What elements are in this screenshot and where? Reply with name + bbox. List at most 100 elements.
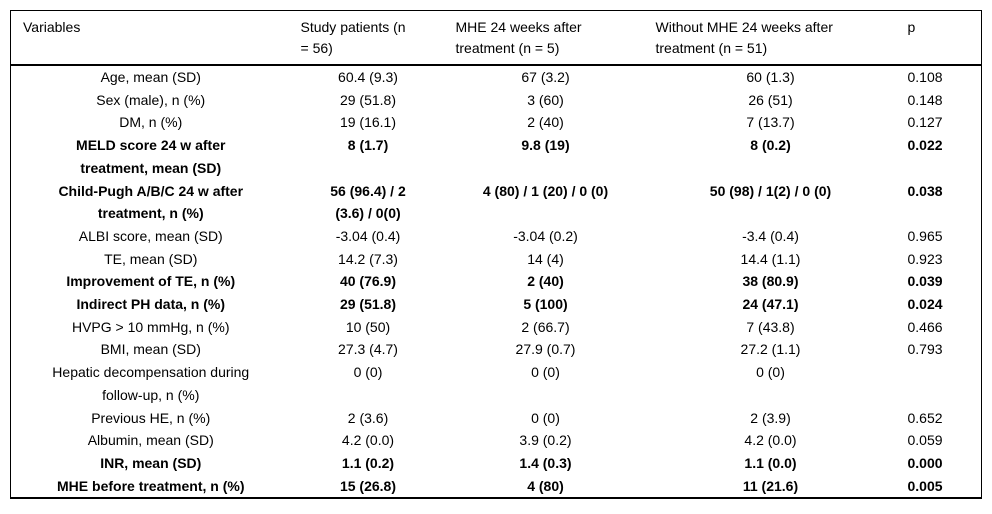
- cell-without-mhe: 50 (98) / 1(2) / 0 (0): [709, 182, 832, 199]
- cell-mhe: 2 (66.7): [521, 318, 570, 335]
- cell-without-mhe: 8 (0.2): [750, 137, 791, 154]
- cell-variable: Hepatic decompensation during follow-up,…: [52, 364, 250, 403]
- cell-mhe: 27.9 (0.7): [515, 341, 576, 358]
- table-row-albumin: Albumin, mean (SD) 4.2 (0.0) 3.9 (0.2) 4…: [11, 429, 982, 452]
- cell-p-value: 0.059: [907, 432, 943, 449]
- table-row-meld-score: MELD score 24 w after treatment, mean (S…: [11, 134, 982, 179]
- table-row-dm: DM, n (%) 19 (16.1) 2 (40) 7 (13.7) 0.12…: [11, 111, 982, 134]
- table-row-child-pugh: Child-Pugh A/B/C 24 w after treatment, n…: [11, 180, 982, 225]
- cell-p-value: 0.923: [907, 250, 943, 267]
- cell-variable: MELD score 24 w after treatment, mean (S…: [76, 137, 226, 176]
- cell-p-value: 0.466: [907, 318, 943, 335]
- cell-study-patients: 0 (0): [353, 364, 383, 381]
- cell-without-mhe: -3.4 (0.4): [742, 227, 799, 244]
- cell-study-patients: 1.1 (0.2): [341, 454, 395, 471]
- cell-variable: MHE before treatment, n (%): [57, 477, 245, 494]
- cell-p-value: 0.652: [907, 409, 943, 426]
- cell-study-patients: 60.4 (9.3): [338, 69, 398, 85]
- cell-p-value: 0.038: [907, 182, 943, 199]
- cell-mhe: 14 (4): [527, 250, 564, 267]
- table-row-bmi: BMI, mean (SD) 27.3 (4.7) 27.9 (0.7) 27.…: [11, 338, 982, 361]
- column-header-mhe-24w: MHE 24 weeks after treatment (n = 5): [445, 10, 646, 66]
- table-row-albi-score: ALBI score, mean (SD) -3.04 (0.4) -3.04 …: [11, 225, 982, 248]
- cell-mhe: 4 (80) / 1 (20) / 0 (0): [482, 182, 609, 199]
- cell-mhe: 4 (80): [527, 477, 564, 494]
- table-row-hepatic-decompensation: Hepatic decompensation during follow-up,…: [11, 361, 982, 406]
- cell-variable: Child-Pugh A/B/C 24 w after treatment, n…: [58, 182, 244, 222]
- cell-p-value: 0.148: [907, 91, 943, 108]
- cell-without-mhe: 60 (1.3): [746, 69, 795, 85]
- cell-variable: ALBI score, mean (SD): [78, 227, 223, 244]
- table-row-indirect-ph: Indirect PH data, n (%) 29 (51.8) 5 (100…: [11, 293, 982, 316]
- table-row-sex: Sex (male), n (%) 29 (51.8) 3 (60) 26 (5…: [11, 89, 982, 112]
- cell-variable: Albumin, mean (SD): [87, 432, 214, 449]
- cell-variable: Previous HE, n (%): [91, 409, 211, 426]
- table-row-inr: INR, mean (SD) 1.1 (0.2) 1.4 (0.3) 1.1 (…: [11, 452, 982, 475]
- cell-without-mhe: 2 (3.9): [750, 409, 791, 426]
- cell-without-mhe: 7 (43.8): [746, 318, 795, 335]
- cell-p-value: 0.965: [907, 227, 943, 244]
- cell-p-value: 0.005: [907, 477, 943, 494]
- cell-without-mhe: 14.4 (1.1): [740, 250, 801, 267]
- cell-variable: INR, mean (SD): [100, 454, 202, 471]
- cell-mhe: 2 (40): [527, 114, 564, 131]
- cell-without-mhe: 24 (47.1): [742, 296, 799, 313]
- cell-mhe: 1.4 (0.3): [519, 454, 572, 471]
- cell-p-value: 0.039: [907, 273, 943, 290]
- cell-mhe: 0 (0): [531, 364, 560, 381]
- table-row-previous-he: Previous HE, n (%) 2 (3.6) 0 (0) 2 (3.9)…: [11, 407, 982, 430]
- cell-study-patients: 27.3 (4.7): [338, 341, 398, 358]
- cell-study-patients: 29 (51.8): [339, 296, 397, 313]
- cell-study-patients: 56 (96.4) / 2 (3.6) / 0(0): [330, 182, 406, 222]
- cell-study-patients: 19 (16.1): [339, 114, 397, 131]
- table-row-hvpg: HVPG > 10 mmHg, n (%) 10 (50) 2 (66.7) 7…: [11, 316, 982, 339]
- header-row: Variables Study patients (n = 56) MHE 24…: [10, 10, 982, 66]
- cell-variable: Age, mean (SD): [100, 69, 201, 85]
- cell-study-patients: 8 (1.7): [347, 137, 389, 154]
- cell-study-patients: 15 (26.8): [339, 477, 397, 494]
- cell-variable: Sex (male), n (%): [96, 91, 206, 108]
- cell-p-value: 0.793: [907, 341, 943, 358]
- cell-study-patients: 10 (50): [345, 318, 391, 335]
- cell-without-mhe: 4.2 (0.0): [744, 432, 797, 449]
- column-header-study-patients: Study patients (n = 56): [290, 10, 446, 66]
- cell-without-mhe: 26 (51): [748, 91, 793, 108]
- cell-p-value: [896, 361, 982, 406]
- cell-without-mhe: 0 (0): [756, 364, 785, 381]
- cell-variable: BMI, mean (SD): [100, 341, 201, 358]
- table-row-age: Age, mean (SD) 60.4 (9.3) 67 (3.2) 60 (1…: [11, 65, 982, 89]
- cell-p-value: 0.000: [907, 454, 943, 471]
- cell-without-mhe: 38 (80.9): [742, 273, 799, 290]
- column-header-p: p: [895, 10, 982, 66]
- cell-mhe: 0 (0): [531, 409, 560, 426]
- cell-variable: HVPG > 10 mmHg, n (%): [71, 318, 230, 335]
- cell-mhe: 3.9 (0.2): [519, 432, 572, 449]
- cell-mhe: 9.8 (19): [521, 137, 570, 154]
- cell-without-mhe: 27.2 (1.1): [740, 341, 801, 358]
- patient-characteristics-table: Variables Study patients (n = 56) MHE 24…: [10, 10, 982, 500]
- cell-study-patients: 2 (3.6): [347, 409, 389, 426]
- column-header-without-mhe-24w: Without MHE 24 weeks after treatment (n …: [645, 10, 896, 66]
- cell-mhe: -3.04 (0.2): [513, 227, 578, 244]
- table-row-mhe-before-treatment: MHE before treatment, n (%) 15 (26.8) 4 …: [11, 475, 982, 499]
- cell-mhe: 5 (100): [523, 296, 568, 313]
- cell-p-value: 0.022: [907, 137, 943, 154]
- cell-study-patients: 29 (51.8): [339, 91, 397, 108]
- cell-study-patients: 40 (76.9): [339, 273, 397, 290]
- cell-without-mhe: 7 (13.7): [746, 114, 795, 131]
- cell-variable: DM, n (%): [119, 114, 183, 131]
- cell-variable: Improvement of TE, n (%): [66, 273, 236, 290]
- cell-study-patients: 4.2 (0.0): [341, 432, 395, 449]
- cell-p-value: 0.127: [907, 114, 943, 131]
- column-header-variables: Variables: [10, 10, 291, 66]
- cell-p-value: 0.024: [907, 296, 943, 313]
- cell-mhe: 2 (40): [527, 273, 564, 290]
- cell-study-patients: 14.2 (7.3): [338, 250, 398, 267]
- cell-variable: TE, mean (SD): [104, 250, 198, 267]
- cell-without-mhe: 1.1 (0.0): [744, 454, 797, 471]
- table-row-te: TE, mean (SD) 14.2 (7.3) 14 (4) 14.4 (1.…: [11, 248, 982, 271]
- table-body: Age, mean (SD) 60.4 (9.3) 67 (3.2) 60 (1…: [11, 65, 982, 498]
- cell-p-value: 0.108: [907, 69, 943, 85]
- cell-mhe: 3 (60): [527, 91, 564, 108]
